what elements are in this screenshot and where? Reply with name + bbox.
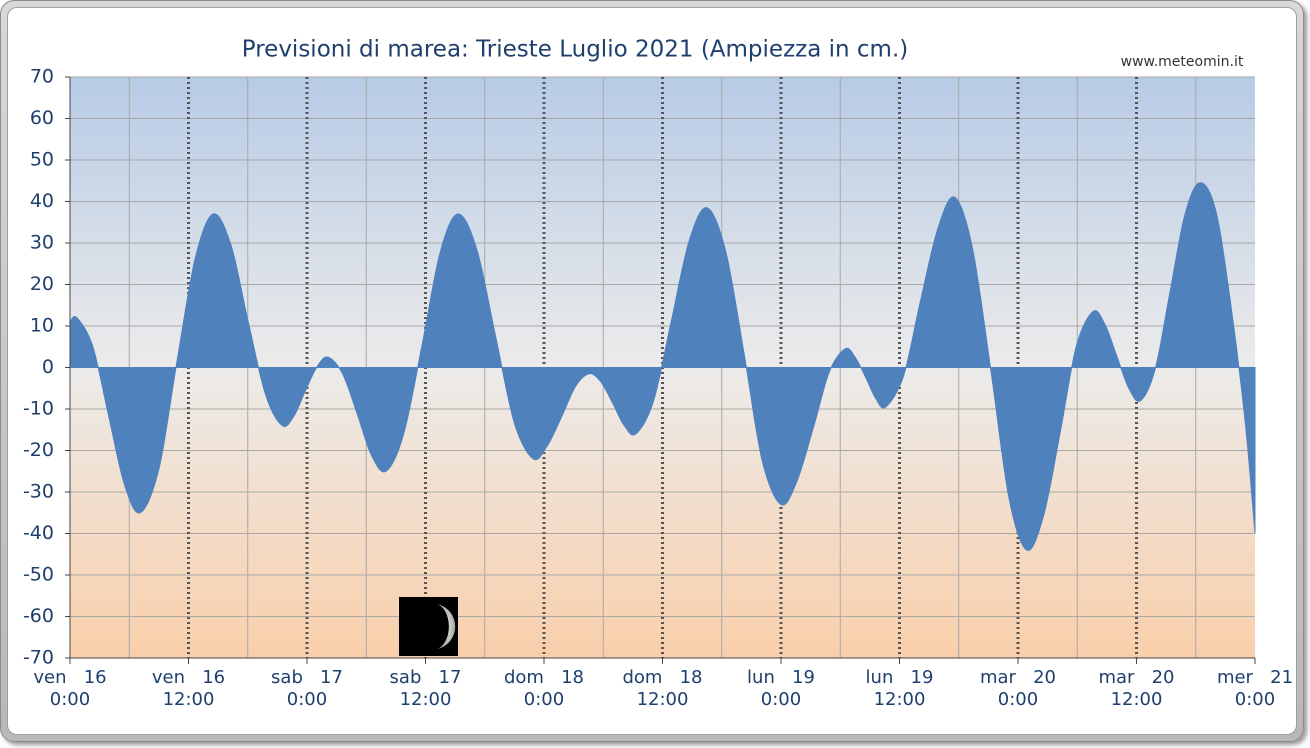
x-tick-label: mar 20 12:00: [1098, 667, 1175, 710]
x-tick-label: dom 18 0:00: [503, 667, 585, 710]
y-tick-label: -40: [23, 522, 54, 544]
x-tick-label: sab 17 12:00: [389, 667, 462, 710]
x-tick-label: lun 19 0:00: [747, 667, 815, 710]
y-tick-label: -70: [23, 647, 54, 669]
x-tick-label: ven 16 12:00: [151, 667, 226, 710]
y-tick-label: 70: [30, 66, 54, 88]
x-tick-label: mar 20 0:00: [979, 667, 1057, 710]
area: [69, 182, 1256, 551]
x-tick-label: lun 19 12:00: [865, 667, 934, 710]
chart-title: Previsioni di marea: Trieste Luglio 2021…: [242, 37, 908, 63]
x-tick-label: dom 18 12:00: [622, 667, 703, 710]
y-tick-label: -50: [23, 564, 54, 586]
y-tick-label: 0: [42, 356, 54, 378]
y-tick-label: 20: [30, 273, 54, 295]
y-tick-label: -30: [23, 481, 54, 503]
y-tick-label: 10: [30, 315, 54, 337]
y-tick-label: -20: [23, 439, 54, 461]
axes: 70 60 50 40 30 20 10 0 -10 -20 -30 -40 -50 -60 -70: [23, 66, 1256, 669]
y-tick-label: 60: [30, 107, 54, 129]
moon-icon: [399, 597, 458, 656]
y-tick-label: -10: [23, 398, 54, 420]
y-tick-label: 30: [30, 232, 54, 254]
y-tick-label: 50: [30, 149, 54, 171]
x-tick-label: sab 17 0:00: [271, 667, 343, 710]
x-tick-label: ven 16 0:00: [33, 667, 107, 710]
x-tick-label: mer 21 0:00: [1216, 667, 1294, 710]
y-tick-label: 40: [30, 190, 54, 212]
series-area: [69, 182, 1256, 551]
y-tick-label: -60: [23, 605, 54, 627]
source-label: www.meteomin.it: [1121, 54, 1244, 70]
